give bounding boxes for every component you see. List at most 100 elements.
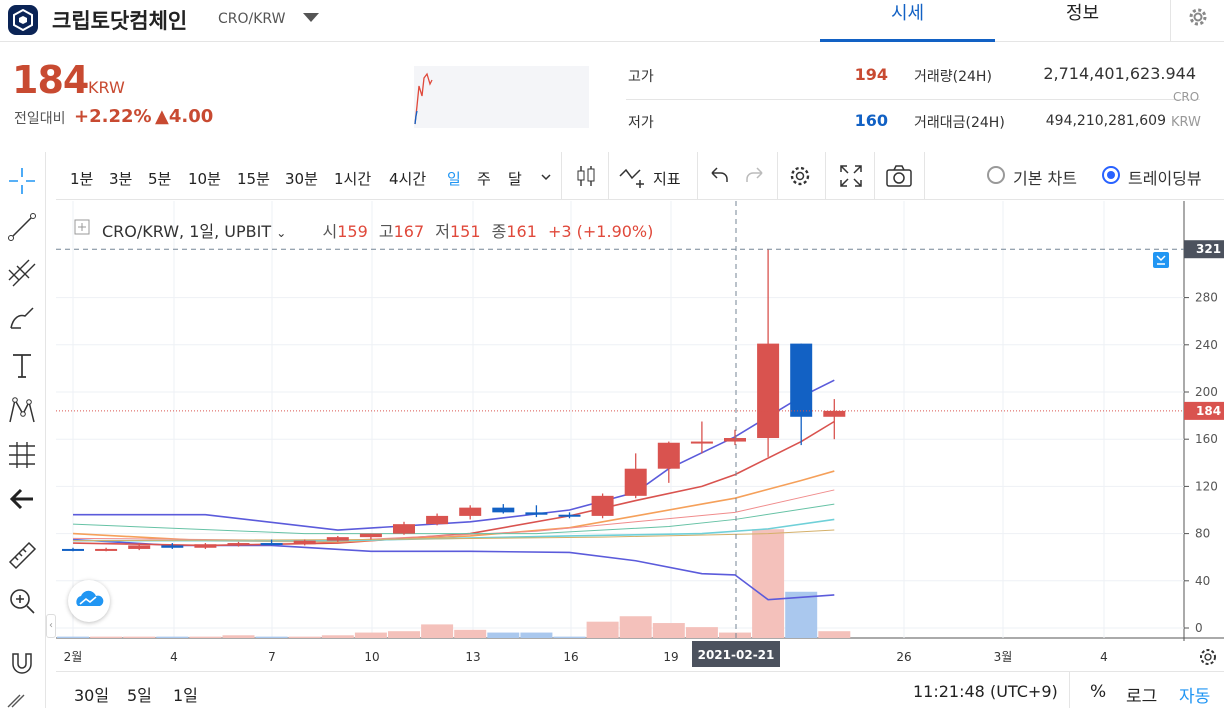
change-label: 전일대비: [14, 111, 66, 127]
timeframe-4h[interactable]: 4시간: [389, 170, 427, 188]
volume-bar: [685, 627, 718, 638]
tradingview-radio[interactable]: [1102, 166, 1120, 184]
bottom-bar: 30일 5일 1일 11:21:48 (UTC+9) % 로그 자동: [56, 671, 1224, 708]
legend-title[interactable]: CRO/KRW, 1일, UPBIT: [102, 222, 272, 241]
back-arrow-icon[interactable]: [5, 482, 39, 516]
candle-body: [293, 540, 316, 545]
indicator-label[interactable]: 지표: [653, 170, 681, 188]
timeframe-week[interactable]: 주: [477, 170, 491, 188]
divider: [697, 152, 698, 200]
collapse-left-icon[interactable]: ‹: [46, 614, 56, 638]
axis-settings-icon: [1200, 649, 1216, 665]
volume-bar: [421, 624, 454, 638]
zoom-in-icon[interactable]: [5, 584, 39, 618]
undo-icon[interactable]: [708, 165, 730, 191]
volume-label: 거래량(24H): [914, 69, 992, 85]
timeframe-15m[interactable]: 15분: [237, 170, 270, 188]
price-chart[interactable]: 0 40 80 120 160 200 240 280 2월 4 7 10 13 16 19 26 3월 4 184…: [56, 201, 1224, 669]
clock[interactable]: 11:21:48 (UTC+9): [913, 682, 1058, 701]
volume-bar: [454, 629, 487, 638]
percent-toggle[interactable]: %: [1090, 682, 1107, 702]
settings-gear-icon[interactable]: [1185, 4, 1211, 34]
volume-bar: [255, 636, 288, 638]
timeframe-1h[interactable]: 1시간: [334, 170, 372, 188]
x-tick-label: 2월: [64, 650, 83, 664]
volume-value: 2,714,401,623.944: [1043, 64, 1196, 83]
legend-high-label: 고: [378, 222, 394, 241]
tradingview-logo-icon[interactable]: [68, 580, 110, 622]
volume-bar: [785, 591, 818, 638]
pair-dropdown-icon[interactable]: [303, 13, 319, 22]
log-toggle[interactable]: 로그: [1126, 687, 1158, 707]
legend-collapse-icon[interactable]: [74, 219, 90, 239]
range-1d[interactable]: 1일: [173, 686, 198, 705]
indicator-icon[interactable]: [618, 164, 648, 192]
y-tick-label: 0: [1195, 621, 1203, 635]
volume-unit: CRO: [1173, 90, 1200, 104]
timeframe-10m[interactable]: 10분: [188, 170, 221, 188]
legend-dropdown-icon[interactable]: ⌄: [276, 226, 287, 240]
tab-market-price[interactable]: 시세: [820, 0, 995, 42]
overlay-line-ma_green: [72, 503, 835, 535]
volume-bar: [90, 636, 123, 638]
timeframe-dropdown-icon[interactable]: [540, 168, 552, 187]
y-tick-label: 80: [1195, 527, 1210, 541]
candle-body: [194, 544, 217, 548]
brush-icon[interactable]: [5, 302, 39, 336]
overlay-line-ma_orange: [72, 470, 835, 543]
x-tick-label: 13: [465, 650, 480, 664]
last-price-label: 184: [1196, 404, 1221, 418]
basic-chart-radio[interactable]: [987, 166, 1005, 184]
chart-settings-icon[interactable]: [787, 163, 813, 193]
crosshair-icon[interactable]: [5, 164, 39, 198]
price-unit: KRW: [88, 78, 125, 97]
trend-line-icon[interactable]: [5, 210, 39, 244]
coin-pair[interactable]: CRO/KRW: [218, 11, 286, 27]
volume-bar: [156, 636, 189, 638]
ruler-icon[interactable]: [5, 538, 39, 572]
basic-chart-label[interactable]: 기본 차트: [1013, 169, 1077, 188]
low-value: 160: [854, 111, 888, 130]
redo-icon[interactable]: [744, 165, 766, 191]
volume-bar: [354, 632, 387, 638]
candle-body: [823, 410, 846, 417]
crosshair-date-tag: [692, 641, 780, 667]
volume-bar: [388, 631, 420, 638]
pattern-icon[interactable]: [5, 394, 39, 428]
timeframe-month[interactable]: 달: [508, 170, 522, 188]
range-30d[interactable]: 30일: [74, 686, 110, 705]
candle-body: [426, 515, 449, 525]
fullscreen-icon[interactable]: [838, 163, 864, 193]
magnet-icon[interactable]: [5, 644, 39, 678]
timeframe-day[interactable]: 일: [447, 170, 461, 188]
last-price-tag: [1184, 401, 1224, 420]
range-5d[interactable]: 5일: [127, 686, 152, 705]
legend-change: +3 (+1.90%): [547, 222, 654, 241]
timeframe-1m[interactable]: 1분: [70, 170, 94, 188]
candle-body: [95, 548, 118, 551]
candle-type-icon[interactable]: [574, 164, 598, 192]
candle-body: [657, 442, 680, 469]
y-tick-label: 280: [1195, 291, 1218, 305]
auto-toggle[interactable]: 자동: [1179, 687, 1211, 707]
tab-info[interactable]: 정보: [995, 0, 1170, 42]
candle-body: [393, 524, 415, 534]
text-tool-icon[interactable]: [5, 348, 39, 382]
current-price: 184: [12, 58, 89, 102]
legend-high: 167: [393, 222, 425, 241]
timeframe-3m[interactable]: 3분: [109, 170, 133, 188]
overlay-line-bb_lower: [72, 538, 835, 601]
candle-body: [161, 545, 184, 548]
tradingview-label[interactable]: 트레이딩뷰: [1128, 169, 1202, 188]
timeframe-5m[interactable]: 5분: [148, 170, 172, 188]
volume-bar: [288, 636, 321, 638]
candle-body: [459, 507, 482, 516]
timeframe-30m[interactable]: 30분: [285, 170, 318, 188]
y-tick-label: 160: [1195, 432, 1218, 446]
overlay-line-bb_upper: [73, 379, 835, 531]
hide-drawings-icon[interactable]: [0, 689, 30, 708]
low-label: 저가: [628, 115, 654, 131]
screenshot-camera-icon[interactable]: [885, 163, 913, 193]
fib-retracement-icon[interactable]: [5, 256, 39, 290]
prediction-icon[interactable]: [5, 438, 39, 472]
